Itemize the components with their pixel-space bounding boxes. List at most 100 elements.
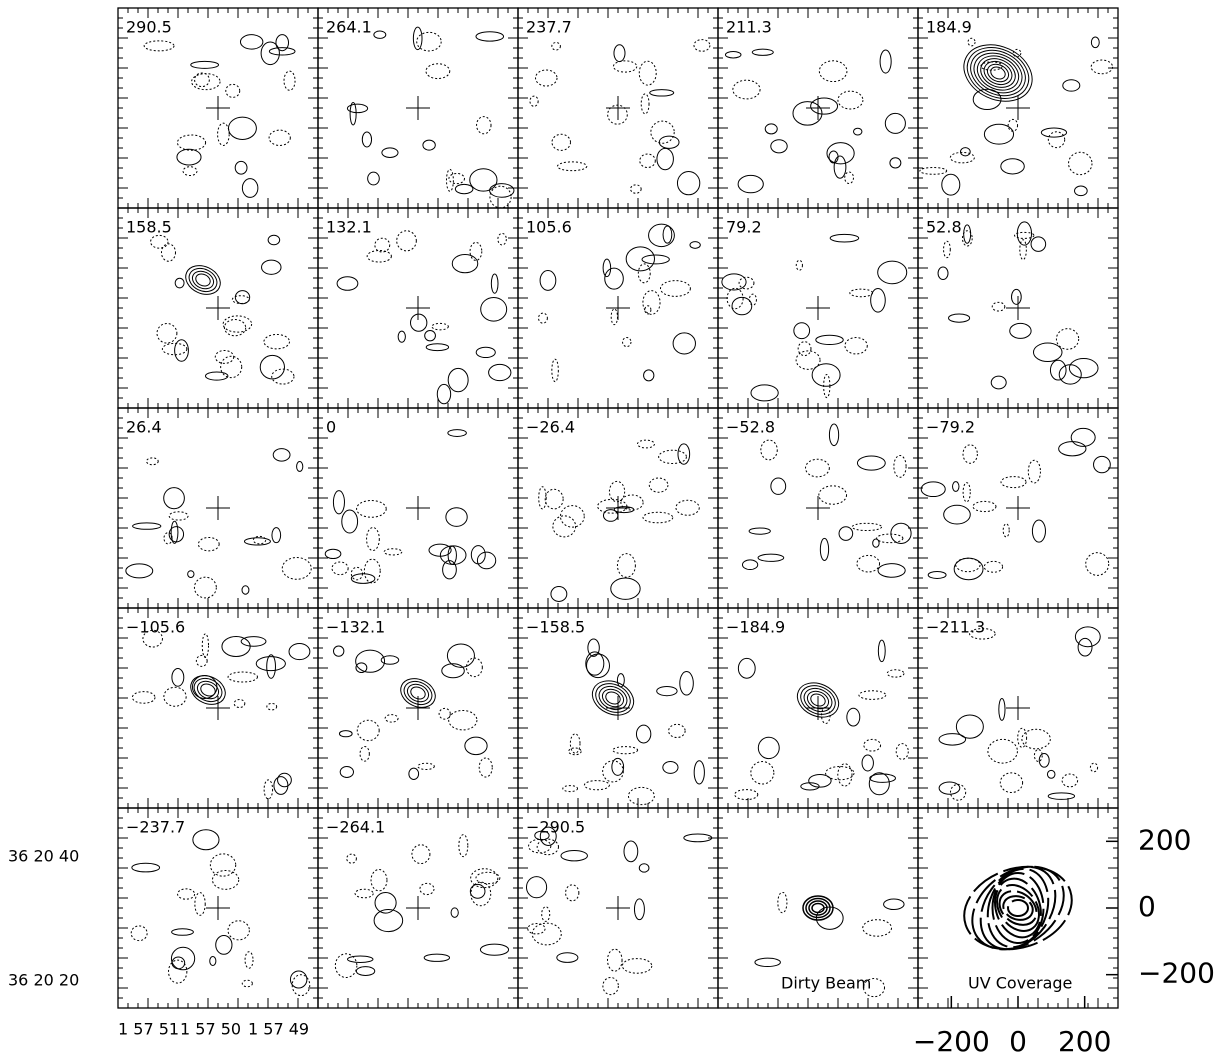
contour bbox=[150, 234, 169, 249]
contour bbox=[370, 869, 388, 892]
contour bbox=[488, 363, 512, 382]
panel: 79.2 bbox=[717, 207, 919, 409]
contour bbox=[877, 260, 908, 285]
contour bbox=[810, 97, 839, 115]
contour bbox=[544, 488, 564, 510]
contour bbox=[527, 923, 546, 935]
contour bbox=[289, 970, 308, 989]
contour bbox=[627, 786, 655, 806]
contour bbox=[233, 699, 246, 709]
contour bbox=[650, 120, 675, 144]
contour bbox=[1046, 769, 1056, 779]
panel-label: 211.3 bbox=[726, 18, 772, 37]
ra-tick-label: 1 57 50 bbox=[180, 1020, 241, 1039]
contour bbox=[1038, 752, 1050, 768]
contour bbox=[363, 558, 381, 584]
contour bbox=[559, 505, 585, 528]
contour bbox=[622, 336, 632, 348]
panel-label: 264.1 bbox=[326, 18, 372, 37]
contour bbox=[288, 643, 311, 661]
panel-label: 79.2 bbox=[726, 218, 762, 237]
contour bbox=[1074, 185, 1088, 197]
contour bbox=[193, 677, 223, 703]
contour bbox=[637, 263, 651, 284]
contour bbox=[156, 322, 178, 344]
contour bbox=[983, 60, 1013, 86]
contour bbox=[818, 60, 848, 83]
contour bbox=[658, 449, 687, 464]
contour bbox=[271, 527, 282, 544]
contour bbox=[346, 853, 357, 864]
contour bbox=[737, 657, 756, 679]
contour bbox=[448, 172, 465, 185]
contour bbox=[168, 959, 188, 984]
contour bbox=[411, 844, 431, 865]
contour bbox=[190, 675, 226, 705]
contour bbox=[1058, 441, 1087, 457]
contour bbox=[445, 507, 468, 527]
contour bbox=[244, 951, 254, 969]
contour bbox=[350, 566, 364, 581]
contour bbox=[815, 334, 844, 346]
contour bbox=[146, 457, 159, 466]
contour bbox=[967, 37, 976, 47]
contour bbox=[884, 112, 906, 134]
contour bbox=[497, 232, 507, 246]
uv-track bbox=[1007, 899, 1029, 917]
contour bbox=[1031, 519, 1046, 543]
contour bbox=[241, 979, 253, 988]
contour bbox=[346, 103, 369, 114]
contour bbox=[980, 58, 1016, 88]
contour bbox=[949, 151, 975, 164]
contour bbox=[490, 273, 499, 294]
contour bbox=[439, 545, 467, 565]
contour bbox=[252, 535, 267, 545]
contour bbox=[610, 577, 641, 600]
contour bbox=[296, 461, 304, 472]
panel: 132.1 bbox=[317, 207, 519, 409]
contour bbox=[201, 633, 210, 658]
contour bbox=[234, 160, 248, 175]
panel-label: −290.5 bbox=[526, 818, 585, 837]
contour bbox=[261, 259, 282, 275]
contour bbox=[551, 41, 561, 51]
contour bbox=[927, 570, 947, 579]
contour bbox=[751, 48, 774, 56]
contour bbox=[125, 563, 154, 579]
contour bbox=[227, 671, 258, 683]
contour bbox=[648, 477, 669, 493]
contour bbox=[361, 131, 373, 148]
contour bbox=[1016, 221, 1033, 246]
contour bbox=[764, 123, 778, 135]
contour bbox=[355, 649, 386, 673]
contour bbox=[635, 724, 652, 744]
contour bbox=[612, 60, 638, 73]
contour bbox=[1089, 762, 1099, 773]
contour bbox=[408, 767, 420, 780]
contour bbox=[620, 494, 644, 511]
contour bbox=[223, 319, 247, 337]
contour bbox=[837, 90, 864, 110]
contour bbox=[805, 458, 830, 478]
contour bbox=[797, 341, 812, 357]
panel: −264.1 bbox=[317, 807, 519, 1009]
contour bbox=[1090, 36, 1100, 49]
contour bbox=[419, 882, 435, 896]
contour bbox=[630, 184, 642, 194]
contour bbox=[356, 719, 380, 742]
contour bbox=[1068, 358, 1099, 379]
uv-track bbox=[991, 872, 1045, 944]
contour bbox=[642, 511, 674, 524]
contour bbox=[425, 63, 451, 80]
contour bbox=[1049, 359, 1067, 381]
contour bbox=[171, 928, 194, 936]
contour bbox=[400, 678, 436, 708]
contour bbox=[677, 443, 691, 465]
contour bbox=[541, 906, 551, 922]
contour bbox=[818, 485, 848, 505]
contour bbox=[636, 439, 655, 449]
contour bbox=[793, 322, 811, 340]
contour bbox=[828, 423, 840, 447]
contour bbox=[668, 723, 686, 738]
contour bbox=[983, 560, 1004, 573]
